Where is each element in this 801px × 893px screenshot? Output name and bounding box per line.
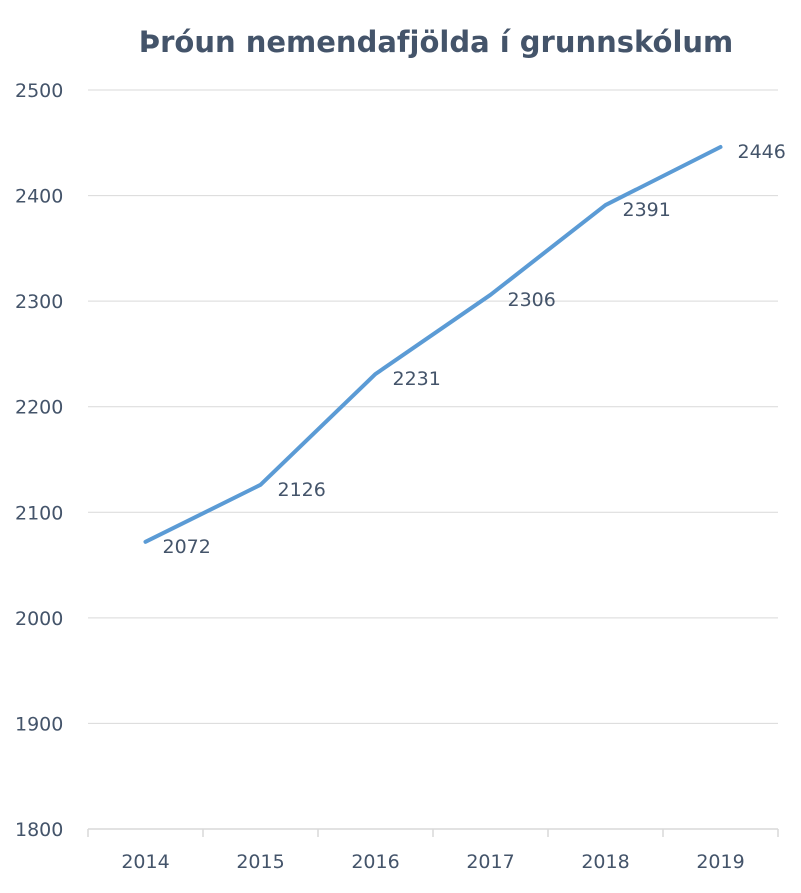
data-label: 2446: [738, 141, 786, 163]
y-axis-tick-labels: 1800 1900 2000 2100 2200 2300 2400 2500: [15, 80, 63, 841]
data-label: 2126: [278, 479, 326, 501]
data-label: 2391: [623, 199, 671, 221]
series-line-group: [143, 145, 723, 544]
x-tick-label: 2019: [696, 851, 744, 873]
series-line: [143, 145, 723, 544]
y-tick-label: 2100: [15, 502, 63, 524]
y-tick-label: 2200: [15, 397, 63, 419]
data-label: 2072: [163, 536, 211, 558]
x-tick-label: 2015: [236, 851, 284, 873]
data-labels: 2072 2126 2231 2306 2391 2446: [163, 141, 786, 558]
x-tick-label: 2016: [351, 851, 399, 873]
y-tick-label: 2300: [15, 291, 63, 313]
chart-title: Þróun nemendafjölda í grunnskólum: [139, 25, 734, 59]
x-tick-label: 2017: [466, 851, 514, 873]
x-axis: 2014 2015 2016 2017 2018 2019: [87, 828, 779, 873]
y-tick-label: 2400: [15, 186, 63, 208]
x-tick-label: 2018: [581, 851, 629, 873]
y-tick-label: 2000: [15, 608, 63, 630]
x-tick-label: 2014: [121, 851, 169, 873]
data-label: 2306: [508, 289, 556, 311]
data-label: 2231: [393, 368, 441, 390]
y-tick-label: 1800: [15, 819, 63, 841]
y-tick-label: 2500: [15, 80, 63, 102]
gridlines: [88, 89, 778, 724]
y-tick-label: 1900: [15, 713, 63, 735]
